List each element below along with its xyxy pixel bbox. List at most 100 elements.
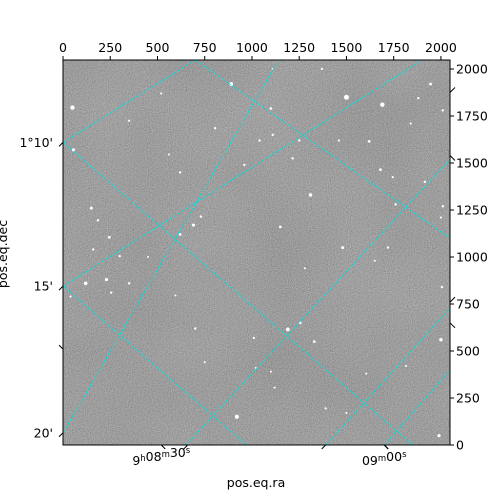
coordinate-grid	[63, 60, 450, 445]
grid-line-6	[325, 307, 450, 445]
star-52	[440, 285, 444, 289]
star-7	[109, 291, 113, 294]
star-62	[167, 153, 170, 156]
star-41	[373, 259, 376, 262]
bottom-grid-marker-1	[321, 444, 327, 450]
star-22	[291, 157, 294, 160]
right-tick-label-2000: 2000	[456, 62, 488, 77]
star-36	[252, 336, 256, 340]
star-28	[379, 168, 382, 171]
right-tick-label-1000: 1000	[456, 250, 488, 265]
star-57	[92, 248, 95, 251]
star-30	[391, 176, 394, 179]
star-21	[278, 225, 282, 229]
star-53	[437, 434, 441, 438]
star-49	[324, 407, 327, 410]
star-26	[343, 94, 349, 100]
bottom-ra-axis: 9h08m30s 09m00s	[132, 444, 407, 468]
top-tick-label-1750: 1750	[378, 40, 410, 55]
star-9	[147, 256, 150, 259]
right-tick-label-1250: 1250	[456, 203, 488, 218]
star-59	[320, 67, 323, 71]
dec-tick-label-2: 20'	[34, 425, 53, 440]
star-37	[285, 327, 290, 332]
star-field	[69, 67, 445, 438]
grid-line-8	[195, 60, 450, 239]
star-1	[71, 148, 75, 152]
top-tick-label-0: 0	[59, 40, 67, 55]
star-12	[178, 233, 182, 236]
dec-tick-2	[58, 432, 64, 438]
star-58	[409, 122, 412, 125]
star-2	[89, 206, 93, 210]
star-55	[69, 295, 72, 298]
right-tick-label-0: 0	[456, 438, 464, 453]
x-axis-title: pos.eq.ra	[227, 475, 285, 490]
ra-tick-0	[160, 444, 166, 450]
star-48	[404, 365, 407, 368]
right-grid-marker-0	[449, 296, 456, 303]
bottom-grid-marker-2	[383, 444, 389, 450]
top-tick-label-500: 500	[146, 40, 170, 55]
star-5	[118, 254, 121, 258]
grid-line-1	[63, 141, 413, 445]
star-20	[271, 133, 274, 137]
plot-frame	[62, 59, 451, 446]
image-pixel-noise	[63, 60, 450, 445]
star-46	[269, 370, 272, 373]
right-tick-label-1750: 1750	[456, 109, 488, 124]
star-42	[194, 327, 197, 330]
right-pixel-y-axis: 0 250 500 750 1000 1250 1500 1750 2000	[449, 62, 488, 453]
star-10	[160, 92, 163, 95]
star-13	[191, 223, 195, 227]
star-63	[429, 82, 432, 86]
star-54	[234, 414, 239, 419]
star-35	[441, 205, 445, 208]
right-tick-label-750: 750	[456, 297, 480, 312]
star-43	[174, 294, 177, 297]
star-44	[203, 361, 206, 364]
star-40	[341, 246, 345, 250]
top-tick-label-250: 250	[98, 40, 122, 55]
top-tick-label-750: 750	[193, 40, 217, 55]
star-27	[367, 139, 371, 143]
top-tick-label-1250: 1250	[283, 40, 315, 55]
star-61	[128, 119, 131, 122]
star-51	[439, 338, 443, 342]
top-tick-label-2000: 2000	[425, 40, 457, 55]
star-47	[365, 372, 368, 375]
star-39	[313, 340, 316, 343]
right-tick-label-250: 250	[456, 391, 480, 406]
right-grid-marker-3	[449, 155, 456, 161]
dec-tick-label-0: 1°10'	[19, 135, 53, 150]
dec-tick-label-1: 15'	[34, 279, 53, 294]
left-dec-axis: 1°10' 15' 20'	[19, 135, 64, 440]
star-24	[308, 193, 313, 197]
image-layer	[63, 60, 450, 445]
star-56	[83, 281, 88, 286]
star-15	[213, 127, 217, 130]
star-31	[394, 203, 397, 206]
star-25	[303, 267, 306, 270]
left-grid-marker-0	[58, 344, 64, 350]
dec-tick-1	[58, 285, 64, 291]
star-34	[423, 180, 427, 184]
bottom-grid-marker-0	[183, 444, 189, 450]
star-11	[178, 171, 182, 174]
star-65	[439, 216, 443, 219]
star-67	[273, 386, 276, 389]
star-66	[337, 139, 340, 142]
right-tick-label-1500: 1500	[456, 156, 488, 171]
star-0	[70, 105, 75, 110]
grid-line-2	[63, 60, 423, 287]
star-18	[258, 139, 261, 142]
star-50	[345, 412, 348, 415]
star-29	[380, 102, 385, 107]
right-grid-marker-2	[449, 87, 456, 93]
star-17	[243, 163, 246, 167]
dec-tick-0	[58, 141, 64, 147]
right-grid-marker-1	[449, 322, 456, 329]
right-tick-label-500: 500	[456, 344, 480, 359]
ra-tick-label-1: 09m00s	[362, 449, 407, 468]
